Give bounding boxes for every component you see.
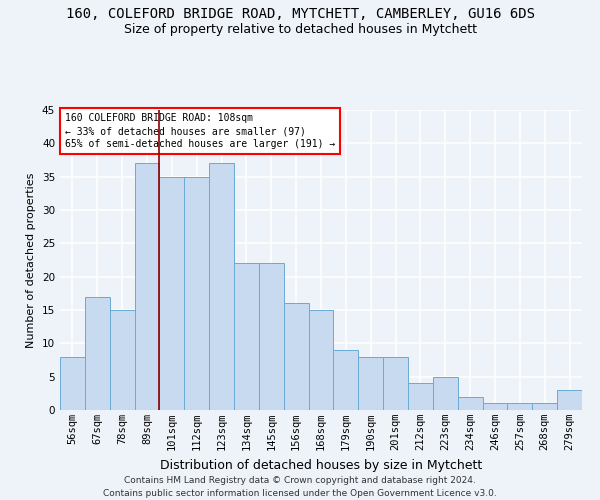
Text: 160, COLEFORD BRIDGE ROAD, MYTCHETT, CAMBERLEY, GU16 6DS: 160, COLEFORD BRIDGE ROAD, MYTCHETT, CAM…	[65, 8, 535, 22]
Bar	[358, 356, 383, 410]
Bar	[209, 164, 234, 410]
Bar	[259, 264, 284, 410]
Bar	[334, 350, 358, 410]
Bar	[110, 310, 134, 410]
Text: Size of property relative to detached houses in Mytchett: Size of property relative to detached ho…	[124, 22, 476, 36]
Bar	[532, 404, 557, 410]
Bar	[557, 390, 582, 410]
Bar	[60, 356, 85, 410]
Bar	[408, 384, 433, 410]
Text: 160 COLEFORD BRIDGE ROAD: 108sqm
← 33% of detached houses are smaller (97)
65% o: 160 COLEFORD BRIDGE ROAD: 108sqm ← 33% o…	[65, 113, 335, 150]
Bar	[433, 376, 458, 410]
Y-axis label: Number of detached properties: Number of detached properties	[26, 172, 37, 348]
Bar	[383, 356, 408, 410]
Bar	[508, 404, 532, 410]
Bar	[134, 164, 160, 410]
Bar	[234, 264, 259, 410]
X-axis label: Distribution of detached houses by size in Mytchett: Distribution of detached houses by size …	[160, 458, 482, 471]
Bar	[458, 396, 482, 410]
Bar	[184, 176, 209, 410]
Bar	[160, 176, 184, 410]
Bar	[85, 296, 110, 410]
Bar	[482, 404, 508, 410]
Bar	[308, 310, 334, 410]
Bar	[284, 304, 308, 410]
Text: Contains HM Land Registry data © Crown copyright and database right 2024.
Contai: Contains HM Land Registry data © Crown c…	[103, 476, 497, 498]
